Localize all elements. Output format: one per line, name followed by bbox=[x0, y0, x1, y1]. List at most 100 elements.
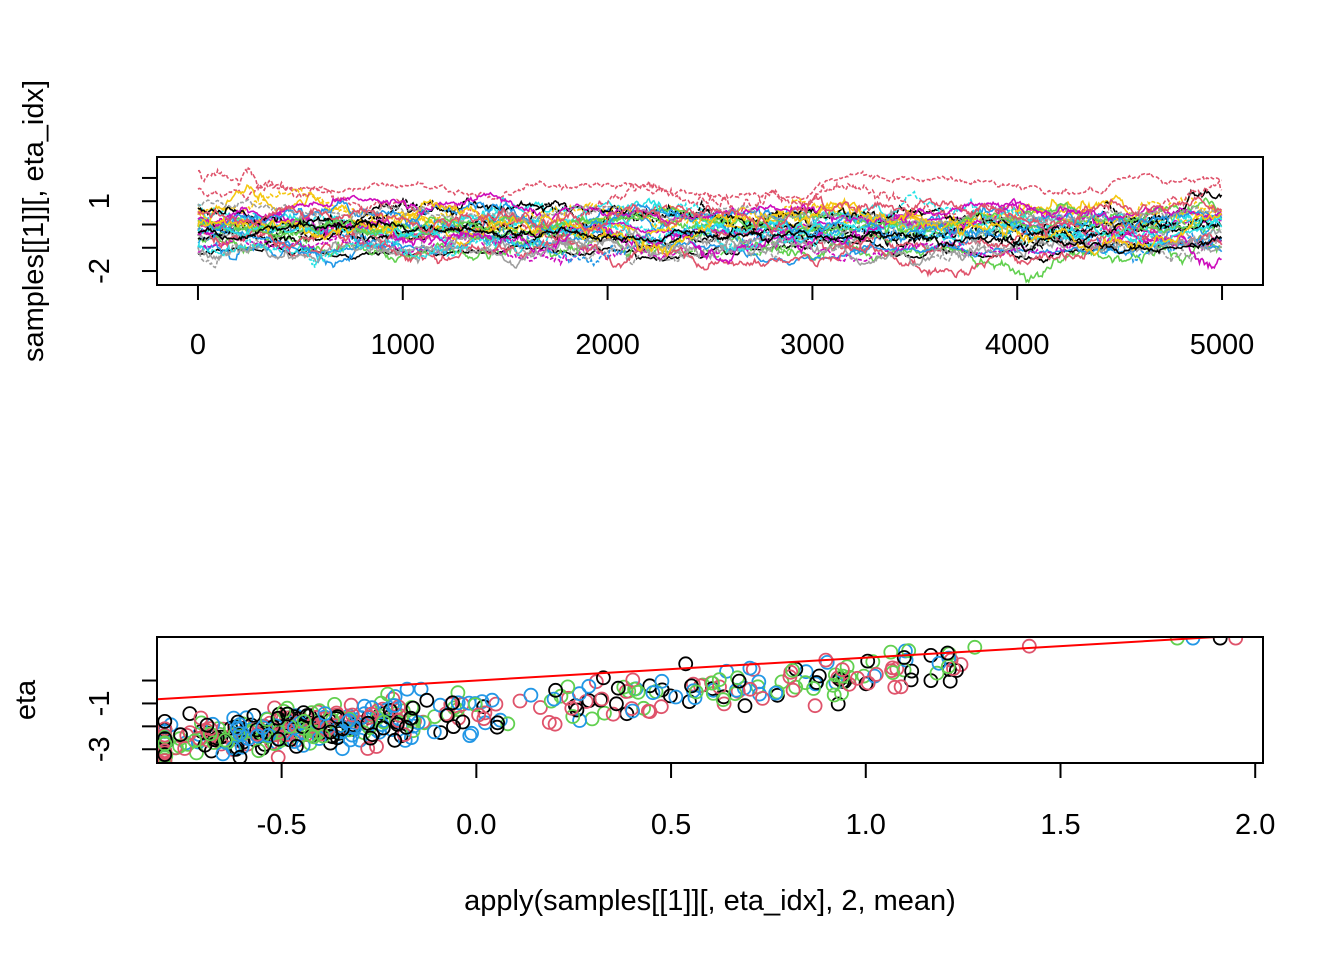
scatter-point bbox=[461, 695, 477, 711]
trace-x-tick-label: 5000 bbox=[1190, 329, 1255, 361]
scatter-point bbox=[157, 753, 173, 763]
scatter-point bbox=[302, 727, 318, 743]
trace-x-tick-label: 4000 bbox=[985, 329, 1050, 361]
trace-line bbox=[197, 233, 1222, 269]
scatter-point bbox=[625, 703, 640, 719]
trace-line bbox=[197, 198, 1222, 228]
scatter-point bbox=[546, 691, 562, 707]
scatter-point bbox=[202, 721, 218, 737]
scatter-point bbox=[363, 706, 379, 722]
scatter-point bbox=[251, 743, 267, 759]
scatter-point bbox=[490, 715, 506, 731]
scatter-point bbox=[250, 728, 265, 744]
trace-x-axis: 0 1000 2000 3000 4000 5000 bbox=[190, 284, 1255, 361]
scatter-point bbox=[352, 732, 368, 748]
scatter-point bbox=[705, 675, 720, 691]
scatter-point bbox=[398, 719, 414, 735]
scatter-point bbox=[565, 709, 581, 724]
scatter-point bbox=[462, 728, 478, 743]
scatter-point bbox=[1212, 637, 1228, 646]
scatter-point bbox=[230, 714, 246, 730]
scatter-point bbox=[451, 710, 466, 726]
scatter-point bbox=[893, 679, 909, 695]
scatter-point bbox=[588, 674, 604, 690]
scatter-point bbox=[234, 739, 250, 755]
scatter-point bbox=[270, 710, 286, 726]
scatter-point bbox=[541, 715, 557, 730]
scatter-point bbox=[967, 639, 983, 655]
scatter-y-axis-title: eta bbox=[10, 679, 42, 720]
scatter-point bbox=[259, 712, 275, 727]
scatter-point bbox=[645, 685, 661, 701]
scatter-point bbox=[1021, 638, 1037, 654]
scatter-point bbox=[439, 708, 455, 723]
trace-x-tick-label: 3000 bbox=[780, 329, 845, 361]
scatter-point bbox=[742, 660, 758, 676]
scatter-point bbox=[715, 692, 731, 708]
scatter-point bbox=[419, 692, 435, 708]
scatter-point bbox=[785, 682, 801, 698]
scatter-point bbox=[280, 706, 295, 722]
scatter-point bbox=[229, 720, 245, 736]
scatter-point bbox=[768, 685, 784, 701]
scatter-point bbox=[399, 681, 415, 697]
scatter-points bbox=[157, 637, 1244, 763]
scatter-point bbox=[678, 656, 694, 672]
scatter-point bbox=[654, 673, 670, 689]
scatter-point bbox=[904, 663, 920, 679]
scatter-point bbox=[450, 695, 466, 711]
scatter-point bbox=[929, 665, 945, 681]
scatter-point bbox=[157, 736, 173, 752]
scatter-point bbox=[360, 715, 376, 731]
scatter-point bbox=[594, 691, 610, 707]
scatter-point bbox=[206, 735, 222, 750]
scatter-point bbox=[547, 716, 563, 732]
scatter-point bbox=[380, 686, 396, 702]
scatter-point bbox=[246, 708, 262, 723]
scatter-point bbox=[807, 698, 823, 714]
scatter-point bbox=[492, 712, 508, 728]
scatter-x-axis-title: apply(samples[[1]][, eta_idx], 2, mean) bbox=[464, 885, 956, 917]
scatter-x-axis: -0.5 0.0 0.5 1.0 1.5 2.0 bbox=[257, 762, 1275, 841]
scatter-x-tick-label: 1.0 bbox=[846, 809, 886, 841]
scatter-point bbox=[923, 648, 939, 663]
scatter-point bbox=[217, 732, 233, 748]
scatter-point bbox=[564, 700, 580, 716]
scatter-point bbox=[288, 739, 304, 754]
scatter-point bbox=[199, 717, 215, 733]
scatter-point bbox=[173, 727, 188, 743]
scatter-x-tick-label: -0.5 bbox=[257, 809, 307, 841]
scatter-point bbox=[484, 692, 500, 708]
scatter-y-tick-label: -1 bbox=[84, 691, 116, 717]
scatter-point bbox=[261, 728, 276, 743]
scatter-point bbox=[488, 696, 504, 712]
scatter-point bbox=[232, 749, 248, 763]
scatter-point bbox=[446, 719, 461, 734]
trace-panel: 0 1000 2000 3000 4000 5000 1 -2 samples[[1]][,… bbox=[18, 80, 1264, 362]
scatter-point bbox=[270, 749, 286, 763]
scatter-point bbox=[523, 687, 539, 703]
scatter-point bbox=[850, 670, 865, 686]
scatter-point bbox=[202, 726, 218, 742]
scatter-point bbox=[389, 716, 405, 732]
trace-y-axis: 1 -2 bbox=[84, 176, 158, 284]
scatter-point bbox=[157, 747, 173, 762]
trace-line bbox=[197, 227, 1223, 267]
scatter-point bbox=[581, 678, 597, 694]
scatter-point bbox=[317, 706, 333, 721]
scatter-point bbox=[177, 741, 193, 756]
trace-lines bbox=[197, 166, 1223, 284]
scatter-point bbox=[737, 698, 753, 714]
scatter-point bbox=[885, 665, 901, 680]
trace-line bbox=[197, 196, 1223, 257]
scatter-point bbox=[403, 710, 419, 726]
scatter-point bbox=[642, 704, 658, 719]
scatter-point bbox=[593, 692, 608, 708]
scatter-point bbox=[931, 655, 947, 671]
trace-x-tick-label: 1000 bbox=[371, 329, 436, 361]
scatter-point bbox=[630, 684, 646, 700]
scatter-point bbox=[625, 672, 641, 688]
reference-line bbox=[157, 637, 1234, 701]
scatter-point bbox=[533, 700, 548, 715]
